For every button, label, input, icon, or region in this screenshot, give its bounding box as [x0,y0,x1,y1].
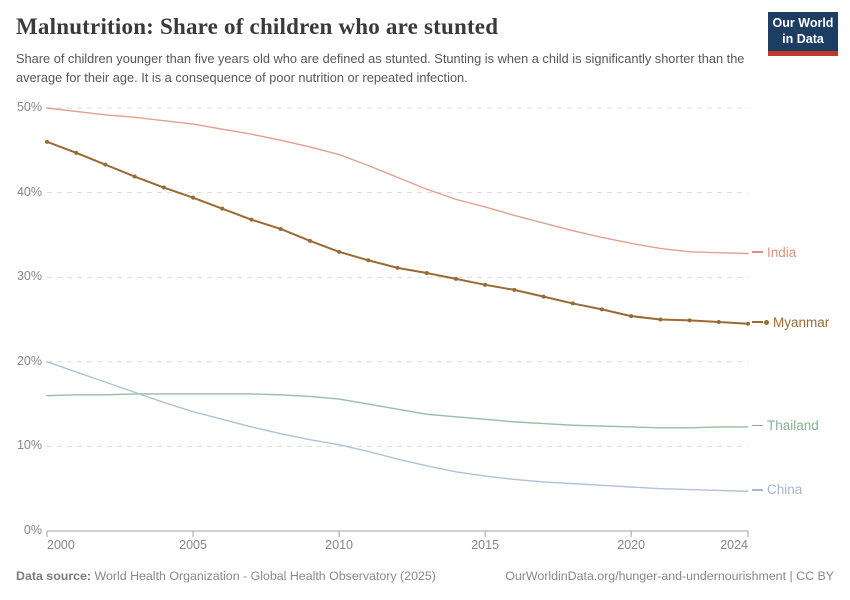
series-name: China [767,482,803,498]
x-axis-label: 2000 [47,538,75,552]
series-name: Thailand [767,417,819,433]
logo-line1: Our World [772,16,834,30]
chart-subtitle: Share of children younger than five year… [16,51,745,85]
series-line-india[interactable] [46,107,749,255]
data-point-marker [424,270,429,275]
data-source: Data source: World Health Organization -… [16,569,436,583]
marker-dot-icon [764,319,769,325]
line-connector [752,488,763,491]
data-point-marker [687,318,692,323]
data-point-marker [483,282,488,287]
x-axis-label: 2015 [471,538,500,552]
page-title: Malnutrition: Share of children who are … [16,14,499,39]
data-point-marker [191,195,196,200]
data-point-marker [249,217,254,222]
chart-footer: Data source: World Health Organization -… [16,569,834,583]
series-label-thailand[interactable]: Thailand [752,418,819,433]
x-axis-label: 2010 [325,538,353,552]
line-connector [752,321,763,324]
data-point-marker [453,276,458,281]
y-axis-label: 50% [16,100,42,114]
data-point-marker [541,294,546,299]
series-label-china[interactable]: China [752,482,802,497]
y-axis-label: 20% [16,353,42,368]
series-label-myanmar[interactable]: Myanmar [752,315,829,330]
series-name: India [767,244,797,260]
data-point-marker [629,314,634,319]
x-axis-label: 2005 [179,538,207,552]
logo-line2: in Data [782,32,824,47]
data-point-marker [337,249,342,254]
data-point-marker [512,287,517,292]
x-axis-label: 2024 [720,538,748,552]
line-connector [752,251,763,253]
data-point-marker [161,185,166,190]
series-line-thailand[interactable] [46,393,749,429]
series-line-myanmar[interactable] [46,140,749,325]
series-label-india[interactable]: India [752,245,796,260]
data-point-marker [74,150,79,155]
y-axis-label: 0% [23,523,42,537]
data-point-marker [278,226,283,231]
data-point-marker [366,258,371,263]
data-source-text: World Health Organization - Global Healt… [91,569,436,583]
data-point-marker [570,301,575,306]
data-point-marker [658,317,663,322]
owid-logo[interactable]: Our World in Data [768,12,838,56]
data-point-marker [395,265,400,270]
data-point-marker [132,174,137,179]
y-axis-label: 30% [16,269,42,284]
data-source-label: Data source: [16,569,92,583]
series-line-china[interactable] [46,361,749,492]
line-connector [752,424,763,427]
data-point-marker [746,321,750,326]
data-point-marker [220,206,225,211]
y-axis-label: 10% [16,438,42,453]
data-point-marker [599,307,604,312]
data-point-marker [103,162,108,167]
y-axis-label: 40% [16,184,42,199]
data-point-marker [307,238,312,243]
footer-link[interactable]: OurWorldinData.org/hunger-and-undernouri… [505,569,834,583]
data-point-marker [716,320,721,325]
data-point-marker [45,139,49,144]
x-axis-label: 2020 [617,538,646,552]
series-name: Myanmar [773,314,830,330]
